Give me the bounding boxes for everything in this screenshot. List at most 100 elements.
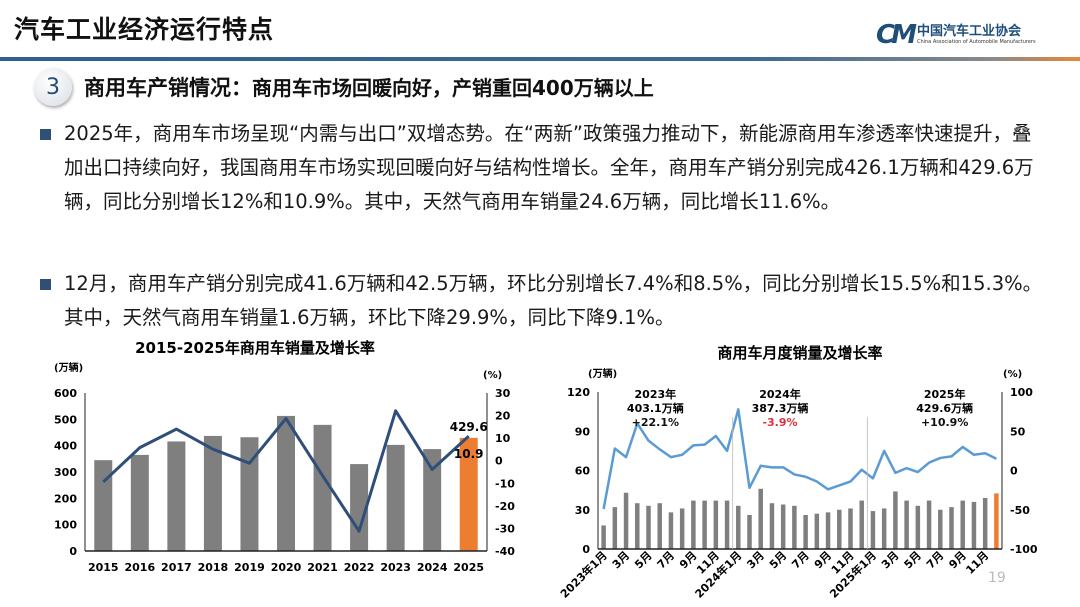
page-number: 19 [988, 570, 1006, 586]
section-title: 商用车产销情况： [84, 76, 252, 100]
y2-tick-label: -20 [495, 500, 515, 513]
y2-tick-label: -50 [1010, 504, 1030, 517]
bar [915, 505, 921, 549]
bar [982, 497, 988, 549]
header-divider [0, 57, 1080, 61]
y-tick-label: 120 [567, 386, 590, 399]
x-tick-label: 5月 [632, 549, 654, 571]
annotation-growth: +10.9% [921, 416, 968, 429]
y2-axis-unit: (%) [1003, 369, 1022, 380]
y2-axis-unit: (%) [483, 370, 502, 381]
bar [870, 511, 876, 549]
bar [971, 501, 977, 549]
bar [623, 492, 629, 549]
y-tick-label: 600 [54, 387, 77, 400]
line-data-label: 10.9 [454, 447, 484, 461]
bar [994, 493, 999, 549]
x-tick-label: 7月 [655, 549, 677, 571]
y-tick-label: 300 [54, 466, 77, 479]
annotation-total: 403.1万辆 [627, 401, 684, 415]
bar [713, 500, 719, 549]
y2-tick-label: -100 [1010, 543, 1038, 556]
bar [679, 508, 685, 549]
bar [702, 500, 707, 549]
bullet-paragraph: 2025年，商用车市场呈现“内需与出口”双增态势。在“两新”政策强力推动下，新能… [40, 117, 1050, 219]
x-tick-label: 2024 [417, 561, 448, 574]
y-tick-label: 60 [575, 465, 591, 478]
x-tick-label: 2023 [380, 561, 411, 574]
x-tick-label: 5月 [902, 549, 924, 571]
x-tick-label: 2023年1月 [557, 548, 610, 601]
bar [130, 454, 149, 551]
bar [893, 491, 898, 549]
y2-tick-label: 10 [495, 432, 511, 445]
y-tick-label: 500 [54, 413, 77, 426]
section-heading: 3 商用车产销情况：商用车市场回暖向好，产销重回400万辆以上 [34, 68, 654, 106]
bar [848, 508, 853, 549]
y2-tick-label: 50 [1010, 425, 1026, 438]
bar [94, 460, 113, 551]
paragraph-text: 12月，商用车产销分别完成41.6万辆和42.5万辆，环比分别增长7.4%和8.… [64, 272, 1043, 329]
bar [960, 500, 965, 549]
y2-tick-label: 0 [495, 455, 503, 468]
bar [769, 503, 775, 549]
x-tick-label: 2018 [198, 561, 229, 574]
y2-tick-label: -30 [495, 522, 515, 535]
paragraph-text: 2025年，商用车市场呈现“内需与出口”双增态势。在“两新”政策强力推动下，新能… [64, 122, 1034, 213]
bar [601, 525, 606, 549]
x-tick-label: 3月 [744, 549, 766, 571]
section-subtitle: 商用车市场回暖向好，产销重回400万辆以上 [252, 76, 654, 100]
bar [881, 508, 887, 549]
y-axis-unit: (万辆) [588, 367, 617, 380]
page-title: 汽车工业经济运行特点 [14, 15, 275, 44]
x-tick-label: 5月 [767, 549, 789, 571]
bar [203, 435, 222, 551]
logo-en: China Association of Automobile Manufact… [916, 39, 1036, 45]
bar [758, 488, 763, 549]
bar [837, 509, 842, 549]
x-tick-label: 2019 [234, 561, 265, 574]
x-tick-label: 7月 [924, 549, 946, 571]
bar [350, 464, 369, 551]
bar [459, 437, 478, 551]
chart-title: 2015-2025年商用车销量及增长率 [135, 339, 375, 357]
y-tick-label: 100 [54, 519, 77, 532]
y-tick-label: 400 [54, 440, 77, 453]
growth-line [602, 408, 997, 510]
bar [635, 503, 640, 549]
bar [792, 505, 797, 549]
bar [657, 503, 662, 549]
x-tick-label: 2017 [161, 561, 192, 574]
bar-data-label: 429.6 [450, 420, 488, 434]
y-tick-label: 0 [69, 545, 77, 558]
bar [780, 504, 786, 549]
y2-tick-label: 20 [495, 410, 511, 423]
bar [167, 441, 186, 551]
annotation-total: 387.3万辆 [752, 401, 809, 415]
annotation-growth: -3.9% [762, 416, 797, 429]
bar [386, 444, 405, 551]
x-tick-label: 2015 [88, 561, 119, 574]
bar [423, 449, 442, 551]
x-tick-label: 2016 [125, 561, 156, 574]
bullet-square-icon [40, 129, 51, 140]
x-tick-label: 3月 [879, 549, 901, 571]
x-tick-label: 2025 [453, 561, 484, 574]
bar [277, 415, 295, 551]
bar [240, 437, 259, 551]
logo-cn: 中国汽车工业协会 [916, 24, 1021, 39]
bullet-square-icon [40, 279, 51, 290]
x-tick-label: 3月 [610, 549, 632, 571]
bar [859, 500, 864, 549]
y-axis-unit: (万辆) [54, 361, 83, 374]
monthly-sales-chart: 商用车月度销量及增长率 (万辆) (%) 0 30 60 90 120 -100 -50 0 50 10… [557, 344, 1038, 601]
bullet-paragraph: 12月，商用车产销分别完成41.6万辆和42.5万辆，环比分别增长7.4%和8.… [40, 267, 1050, 335]
y2-tick-label: -10 [495, 477, 515, 490]
y-tick-label: 0 [582, 543, 590, 556]
bar [646, 505, 651, 549]
x-tick-label: 7月 [789, 549, 811, 571]
bar [612, 507, 618, 549]
x-tick-label: 2022 [344, 561, 375, 574]
y2-tick-label: 30 [495, 387, 511, 400]
section-number: 3 [34, 68, 72, 106]
